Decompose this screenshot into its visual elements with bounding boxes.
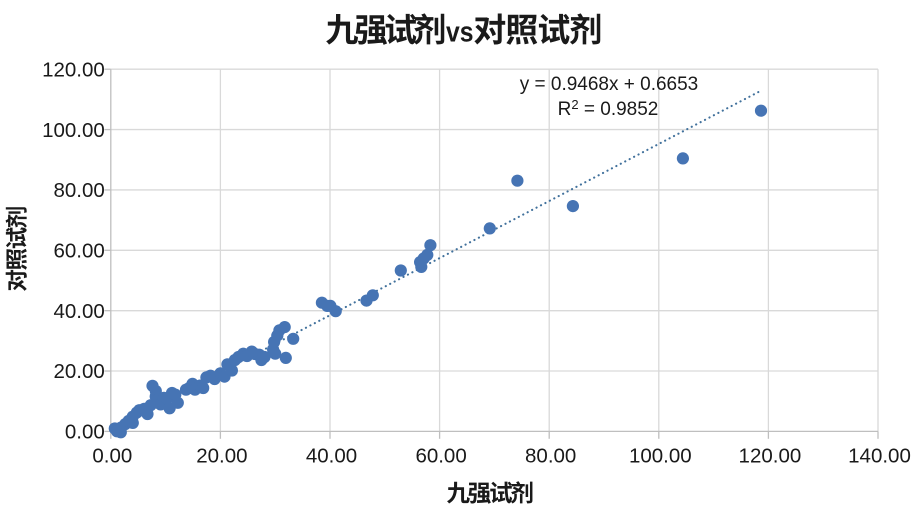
svg-text:60.00: 60.00 bbox=[415, 445, 466, 468]
svg-text:100.00: 100.00 bbox=[42, 119, 105, 142]
svg-text:R2 = 0.9852: R2 = 0.9852 bbox=[558, 97, 659, 120]
svg-text:40.00: 40.00 bbox=[53, 300, 104, 323]
svg-text:80.00: 80.00 bbox=[525, 445, 576, 468]
svg-text:0.00: 0.00 bbox=[65, 421, 105, 444]
svg-text:40.00: 40.00 bbox=[306, 445, 357, 468]
svg-text:0.00: 0.00 bbox=[92, 445, 132, 468]
svg-text:120.00: 120.00 bbox=[42, 58, 105, 81]
svg-text:vs: vs bbox=[446, 17, 474, 49]
svg-text:120.00: 120.00 bbox=[739, 445, 802, 468]
svg-text:60.00: 60.00 bbox=[53, 240, 104, 263]
svg-text:100.00: 100.00 bbox=[629, 445, 692, 468]
svg-text:80.00: 80.00 bbox=[53, 179, 104, 202]
svg-text:140.00: 140.00 bbox=[848, 445, 911, 468]
svg-text:20.00: 20.00 bbox=[196, 445, 247, 468]
svg-text:y = 0.9468x + 0.6653: y = 0.9468x + 0.6653 bbox=[520, 74, 699, 95]
svg-text:20.00: 20.00 bbox=[53, 360, 104, 383]
